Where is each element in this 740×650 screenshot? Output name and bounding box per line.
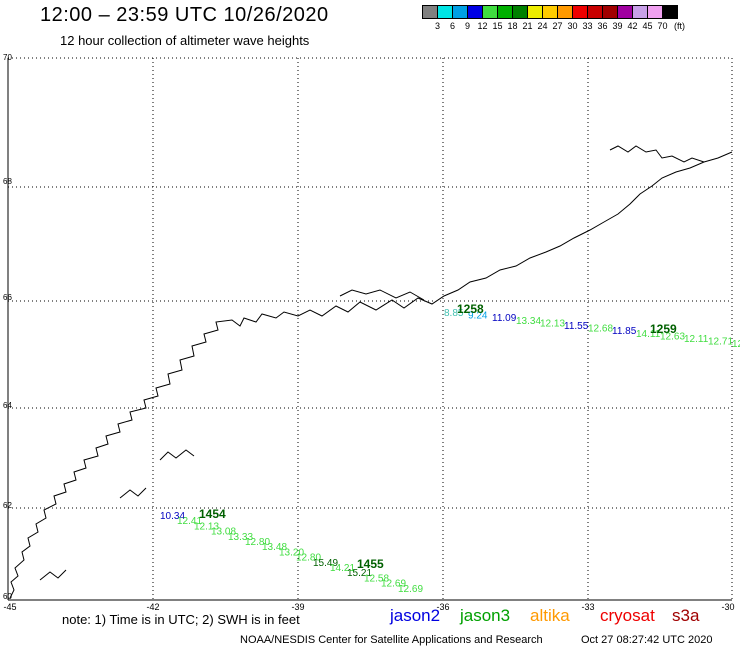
color-scale-labels: 3 6 9 12 15 18 21 24 27 30 33 36 39 42 45 70 (ft) — [422, 21, 687, 31]
wave-height-value: 13.48 — [262, 542, 287, 553]
page-subtitle: 12 hour collection of altimeter wave hei… — [60, 33, 310, 48]
graticule — [8, 57, 733, 600]
lat-label-66: 66 — [3, 293, 12, 302]
wave-height-value: 12.11 — [684, 334, 709, 345]
color-scale-label: 9 — [464, 21, 470, 31]
wave-height-value: 11.09 — [492, 313, 517, 324]
legend-jason3: jason3 — [460, 606, 511, 625]
color-scale-label: 30 — [567, 21, 578, 31]
wave-height-value: 14.11 — [636, 329, 661, 340]
wave-height-value: 10.34 — [160, 511, 185, 522]
color-scale-unit: (ft) — [674, 21, 685, 31]
wave-height-value: 12.80 — [245, 537, 270, 548]
lat-label-62: 62 — [3, 501, 12, 510]
wave-height-value: 11.55 — [564, 321, 589, 332]
wave-height-value: 12.80 — [296, 553, 321, 564]
wave-height-value: 13.08 — [211, 527, 236, 538]
wave-height-value: 12.41 — [177, 516, 202, 527]
wave-height-value: 15.21 — [347, 568, 372, 579]
lat-label-68: 68 — [3, 177, 12, 186]
lon-label-minus42: -42 — [146, 602, 160, 612]
lon-label-minus45: -45 — [3, 602, 17, 612]
track-2-values: 10.3412.4112.1313.0813.3312.8013.4813.20… — [160, 511, 423, 595]
time-label-1259: 1259 — [650, 322, 677, 336]
color-scale-label: 21 — [522, 21, 533, 31]
page-title: 12:00 – 23:59 UTC 10/26/2020 — [40, 4, 329, 26]
color-scale-label: 36 — [597, 21, 608, 31]
wave-height-value: 14.21 — [330, 563, 355, 574]
generated-timestamp: Oct 27 08:27:42 UTC 2020 — [581, 634, 713, 646]
color-scale-label: 70 — [657, 21, 668, 31]
legend-jason2: jason2 — [390, 606, 441, 625]
color-scale-bar — [422, 5, 678, 19]
color-scale-label: 33 — [582, 21, 593, 31]
color-scale-label: 6 — [449, 21, 455, 31]
greenland-coastline — [9, 145, 733, 599]
color-scale-label: 27 — [552, 21, 563, 31]
color-scale-label: 24 — [537, 21, 548, 31]
color-scale-label: 18 — [507, 21, 518, 31]
color-scale-label: 3 — [434, 21, 440, 31]
lon-label-minus39: -39 — [291, 602, 305, 612]
wave-height-value: 12.68 — [588, 324, 613, 335]
credit-text: NOAA/NESDIS Center for Satellite Applica… — [240, 634, 543, 646]
wave-height-value: 15.49 — [313, 558, 338, 569]
color-scale-label: 45 — [642, 21, 653, 31]
color-scale-label: 15 — [492, 21, 503, 31]
wave-height-value: 8.85 — [444, 308, 464, 319]
color-swatch — [662, 5, 678, 19]
wave-height-value: 12.71 — [708, 337, 733, 348]
wave-height-value: 13.33 — [228, 532, 253, 543]
time-label-1454: 1454 — [199, 507, 226, 521]
lat-label-60: 60 — [3, 592, 12, 601]
legend-altika: altika — [530, 606, 570, 625]
wave-height-value: 11.85 — [612, 326, 637, 337]
wave-height-value: 12.13 — [540, 318, 565, 329]
lat-label-70: 70 — [3, 53, 12, 62]
lon-label-minus36: -36 — [436, 602, 450, 612]
lon-label-minus33: -33 — [581, 602, 595, 612]
wave-height-value: 12.58 — [364, 573, 389, 584]
wave-height-value: 12.69 — [381, 579, 406, 590]
lat-label-64: 64 — [3, 401, 12, 410]
units-note: note: 1) Time is in UTC; 2) SWH is in fe… — [62, 612, 300, 627]
wave-height-value: 12.63 — [660, 331, 685, 342]
color-scale-label: 39 — [612, 21, 623, 31]
time-label-1258: 1258 — [457, 302, 484, 316]
legend-s3a: s3a — [672, 606, 700, 625]
map-frame — [7, 58, 732, 601]
wave-height-value: 13.34 — [516, 316, 541, 327]
wave-height-value: 9.24 — [468, 311, 488, 322]
color-scale-label: 42 — [627, 21, 638, 31]
wave-height-value: 12 — [732, 339, 740, 350]
time-label-1455: 1455 — [357, 557, 384, 571]
wave-height-value: 12.69 — [398, 584, 423, 595]
wave-height-value: 12.13 — [194, 521, 219, 532]
legend-cryosat: cryosat — [600, 606, 655, 625]
lon-label-minus30: -30 — [721, 602, 735, 612]
color-scale-label: 12 — [477, 21, 488, 31]
wave-height-value: 13.20 — [279, 547, 304, 558]
